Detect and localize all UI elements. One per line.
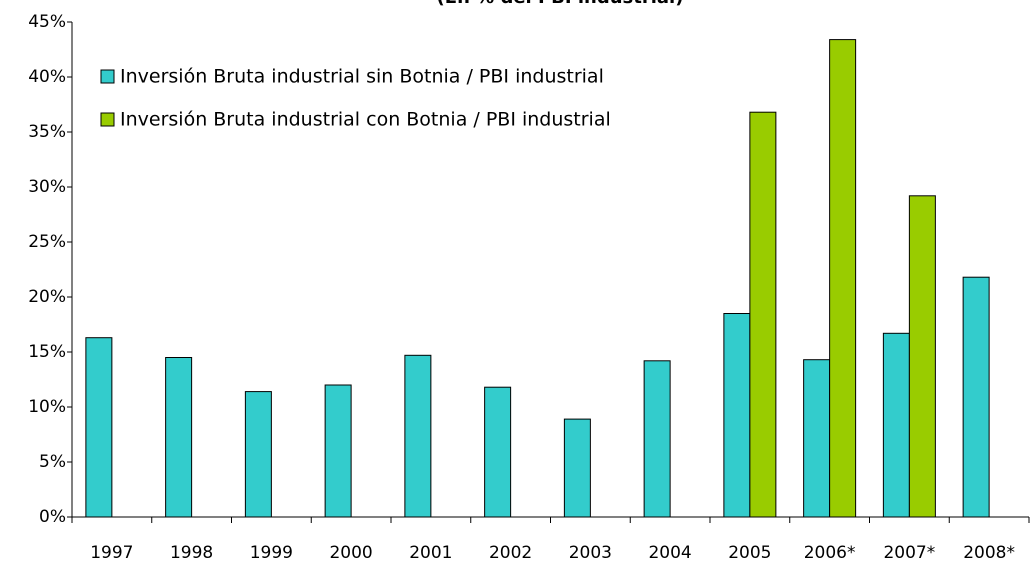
y-tick-label: 25% xyxy=(28,232,66,252)
chart-title: (En % del PBI industrial) xyxy=(437,0,684,8)
bar xyxy=(85,337,113,518)
bar xyxy=(563,418,591,518)
bar xyxy=(882,332,910,518)
y-tick-label: 10% xyxy=(28,397,66,417)
bar xyxy=(908,195,936,518)
x-tick-label: 1997 xyxy=(90,543,133,563)
y-tick-label: 45% xyxy=(28,12,66,32)
x-tick-label: 1998 xyxy=(170,543,213,563)
x-tick-label: 2003 xyxy=(569,543,612,563)
x-tick-label: 2000 xyxy=(329,543,372,563)
x-tick-label: 2006* xyxy=(804,543,856,563)
x-tick-label: 2001 xyxy=(409,543,452,563)
bar xyxy=(484,386,512,518)
y-tick-label: 0% xyxy=(39,507,66,527)
bar xyxy=(404,354,432,518)
bar xyxy=(165,357,193,518)
x-tick-label: 1999 xyxy=(250,543,293,563)
legend-label: Inversión Bruta industrial con Botnia / … xyxy=(120,109,611,131)
x-tick-label: 2008* xyxy=(963,543,1015,563)
legend-swatch xyxy=(100,112,115,127)
bar xyxy=(803,359,831,518)
bar xyxy=(829,39,857,518)
x-tick-label: 2007* xyxy=(883,543,935,563)
x-tick-label: 2004 xyxy=(648,543,691,563)
y-tick-label: 30% xyxy=(28,177,66,197)
y-tick-label: 40% xyxy=(28,67,66,87)
bar xyxy=(723,313,751,518)
y-tick-label: 20% xyxy=(28,287,66,307)
bar xyxy=(324,384,352,518)
bar xyxy=(962,276,990,518)
x-tick-label: 2002 xyxy=(489,543,532,563)
x-tick-label: 2005 xyxy=(728,543,771,563)
y-tick-label: 15% xyxy=(28,342,66,362)
y-tick-label: 35% xyxy=(28,122,66,142)
bar xyxy=(749,111,777,518)
bar xyxy=(643,360,671,518)
bar xyxy=(244,391,272,518)
legend-swatch xyxy=(100,69,115,84)
legend-label: Inversión Bruta industrial sin Botnia / … xyxy=(120,66,604,88)
y-tick-label: 5% xyxy=(39,452,66,472)
